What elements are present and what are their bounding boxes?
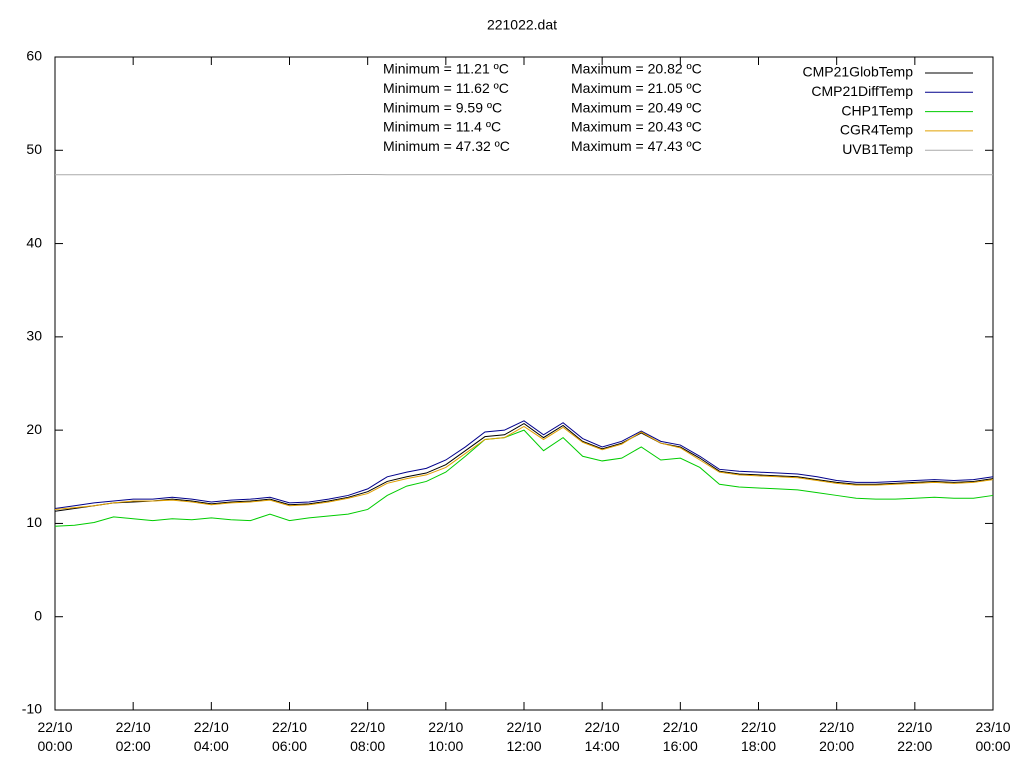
- y-tick-label: -10: [22, 701, 42, 717]
- x-tick-label: 22/10 16:00: [663, 719, 698, 754]
- annotation: Minimum = 9.59 ºC: [383, 99, 502, 115]
- annotation: Maximum = 21.05 ºC: [571, 80, 702, 96]
- annotation: Maximum = 20.49 ºC: [571, 99, 702, 115]
- x-tick-label: 22/10 08:00: [350, 719, 385, 754]
- annotation: Minimum = 11.4 ºC: [383, 119, 501, 135]
- x-tick-label: 22/10 22:00: [897, 719, 932, 754]
- legend-label: CHP1Temp: [841, 102, 913, 118]
- series-line: [54, 429, 994, 527]
- x-tick-label: 22/10 00:00: [37, 719, 72, 754]
- x-tick-label: 22/10 10:00: [428, 719, 463, 754]
- annotation: Minimum = 11.21 ºC: [383, 61, 509, 77]
- y-tick-label: 60: [26, 48, 42, 64]
- annotation: Maximum = 20.82 ºC: [571, 61, 702, 77]
- series-line: [54, 420, 994, 509]
- legend-label: CMP21DiffTemp: [811, 83, 913, 99]
- x-tick-label: 22/10 06:00: [272, 719, 307, 754]
- legend-label: UVB1Temp: [842, 141, 913, 157]
- chart-title: 221022.dat: [487, 17, 557, 33]
- annotation: Minimum = 47.32 ºC: [383, 138, 510, 154]
- annotation: Minimum = 11.62 ºC: [383, 80, 509, 96]
- y-tick-label: 50: [26, 141, 42, 157]
- series-line: [54, 425, 994, 510]
- y-tick-label: 20: [26, 421, 42, 437]
- x-tick-label: 22/10 14:00: [585, 719, 620, 754]
- x-tick-label: 22/10 12:00: [506, 719, 541, 754]
- x-tick-label: 22/10 02:00: [116, 719, 151, 754]
- x-tick-label: 22/10 04:00: [194, 719, 229, 754]
- y-tick-label: 30: [26, 328, 42, 344]
- y-tick-label: 40: [26, 234, 42, 250]
- x-tick-label: 22/10 18:00: [741, 719, 776, 754]
- series-line: [54, 423, 994, 512]
- y-tick-label: 10: [26, 514, 42, 530]
- annotation: Maximum = 20.43 ºC: [571, 119, 702, 135]
- y-tick-label: 0: [34, 607, 42, 623]
- x-tick-label: 22/10 20:00: [819, 719, 854, 754]
- legend-label: CMP21GlobTemp: [803, 64, 914, 80]
- annotation: Maximum = 47.43 ºC: [571, 138, 702, 154]
- legend-label: CGR4Temp: [840, 122, 913, 138]
- x-tick-label: 23/10 00:00: [975, 719, 1010, 754]
